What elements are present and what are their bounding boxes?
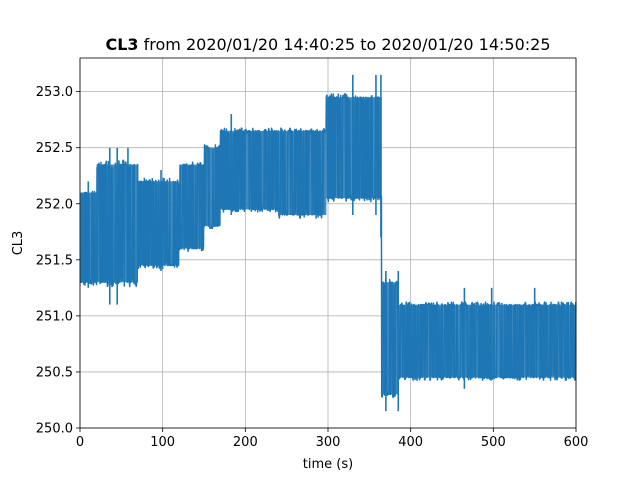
- x-tick-label: 400: [398, 435, 423, 450]
- plot-area: [79, 74, 577, 412]
- series-band: [220, 130, 279, 210]
- chart-title-bold: CL3: [105, 35, 138, 54]
- x-tick-label: 600: [564, 435, 589, 450]
- y-tick-label: 251.5: [36, 253, 73, 268]
- y-tick-label: 252.5: [36, 141, 73, 156]
- y-tick-label: 250.5: [36, 365, 73, 380]
- series-band: [381, 282, 399, 395]
- x-tick-label: 300: [316, 435, 341, 450]
- series-band: [204, 147, 221, 227]
- series-band: [398, 304, 576, 378]
- y-axis: 250.0 250.5 251.0 251.5 252.0 252.5 253.0: [36, 85, 80, 437]
- x-axis: 0 100 200 300 400 500 600: [76, 428, 589, 450]
- series-band: [137, 181, 180, 266]
- y-tick-label: 251.0: [36, 309, 73, 324]
- series-band: [326, 97, 382, 199]
- series-band: [278, 130, 327, 215]
- x-tick-label: 200: [233, 435, 258, 450]
- y-axis-label: CL3: [11, 231, 26, 256]
- x-axis-label: time (s): [303, 457, 353, 472]
- chart-title: CL3 from 2020/01/20 14:40:25 to 2020/01/…: [105, 35, 550, 54]
- x-tick-label: 0: [76, 435, 84, 450]
- x-tick-label: 500: [481, 435, 506, 450]
- chart-title-rest: from 2020/01/20 14:40:25 to 2020/01/20 1…: [139, 35, 551, 54]
- x-tick-label: 100: [150, 435, 175, 450]
- y-tick-label: 250.0: [36, 422, 73, 437]
- y-tick-label: 253.0: [36, 85, 73, 100]
- y-tick-label: 252.0: [36, 197, 73, 212]
- series-band: [179, 164, 204, 249]
